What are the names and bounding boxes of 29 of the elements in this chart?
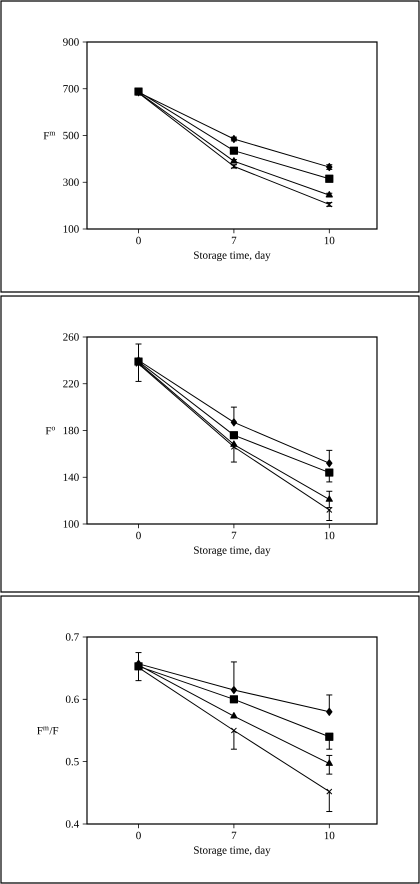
y-axis-title: F$^{o}$ [46,426,56,434]
y-tick-label: 0.5 [66,758,79,766]
x-tick-label: 0 [136,832,141,840]
x-tick-label: 10 [324,236,334,244]
y-tick-label: 700 [63,85,79,92]
x-tick-label: 10 [324,832,334,840]
y-tick-label: 0.4 [66,820,80,828]
x-tick-label: 10 [324,532,334,540]
x-tick-label: 7 [232,532,236,539]
y-tick-label: 500 [63,132,79,140]
x-axis-title: Storage time, day [194,846,271,856]
y-tick-label: 0.7 [66,633,79,641]
y-tick-label: 140 [64,474,79,481]
x-tick-label: 0 [136,236,141,244]
x-tick-label: 7 [232,236,236,244]
y-tick-label: 220 [63,380,79,388]
y-tick-label: 100 [64,225,79,233]
x-axis-title: Storage time, day [194,251,271,262]
y-tick-label: 300 [63,178,79,186]
y-tick-label: 260 [63,333,79,341]
y-axis-title: F$^{m}$/F [37,726,58,734]
y-tick-label: 0.6 [66,696,79,704]
x-axis-title: Storage time, day [194,546,271,556]
x-tick-label: 7 [232,832,236,839]
y-tick-label: 180 [64,426,79,434]
y-tick-label: 100 [64,520,79,528]
y-axis-title: F$^{m}$ [44,132,56,140]
x-tick-label: 0 [136,532,141,540]
y-tick-label: 900 [63,38,79,46]
